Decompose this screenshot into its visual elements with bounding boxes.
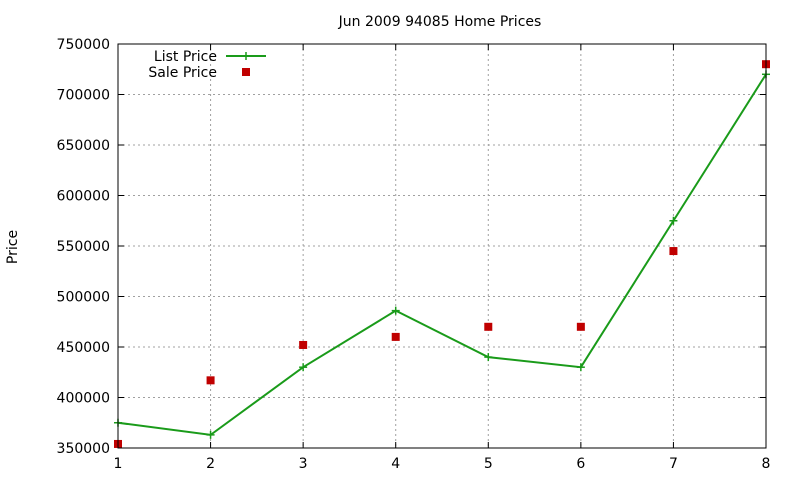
y-tick-label: 550000 xyxy=(57,239,110,255)
legend-label-list-price: List Price xyxy=(154,49,217,65)
y-tick-label: 400000 xyxy=(57,391,110,407)
legend-swatch-plus xyxy=(242,52,250,60)
sale-price-point xyxy=(669,247,678,256)
sale-price-point xyxy=(576,322,585,331)
y-tick-label: 500000 xyxy=(57,290,110,306)
plot-frame xyxy=(117,43,767,449)
list-price-point xyxy=(576,363,585,372)
legend-label-sale-price: Sale Price xyxy=(148,65,217,81)
list-price-point xyxy=(391,306,400,315)
list-price-point xyxy=(669,216,678,225)
y-tick-label: 450000 xyxy=(57,340,110,356)
series-layer xyxy=(114,60,770,448)
list-price-line xyxy=(117,73,767,436)
chart-title: Jun 2009 94085 Home Prices xyxy=(338,14,542,30)
legend-swatch-square xyxy=(242,68,250,76)
x-tick-label: 1 xyxy=(114,456,123,472)
list-price-point xyxy=(484,353,493,362)
x-tick-label: 6 xyxy=(576,456,585,472)
y-tick-label: 650000 xyxy=(57,138,110,154)
y-tick-label: 350000 xyxy=(57,441,110,457)
x-tick-label: 4 xyxy=(391,456,400,472)
list-price-point xyxy=(299,363,308,372)
list-price-point xyxy=(206,430,215,439)
axis-ticks: 350000 400000 450000 500000 550000 600000 6500… xyxy=(57,37,771,472)
grid-lines xyxy=(118,44,766,448)
sale-price-point xyxy=(206,376,215,385)
y-axis-label: Price xyxy=(5,230,21,264)
x-tick-label: 8 xyxy=(762,456,771,472)
sale-price-point xyxy=(391,332,400,341)
x-tick-label: 5 xyxy=(484,456,493,472)
y-tick-label: 600000 xyxy=(57,189,110,205)
x-tick-label: 2 xyxy=(206,456,215,472)
y-tick-label: 750000 xyxy=(57,37,110,53)
sale-price-point xyxy=(299,340,308,349)
x-tick-label: 7 xyxy=(669,456,678,472)
y-tick-label: 700000 xyxy=(57,88,110,104)
sale-price-point xyxy=(484,322,493,331)
x-tick-label: 3 xyxy=(299,456,308,472)
